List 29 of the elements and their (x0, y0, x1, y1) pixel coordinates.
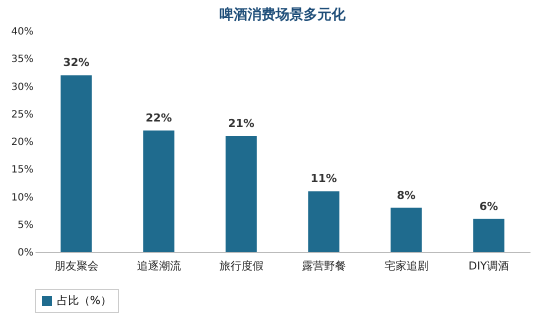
y-tick-label: 35% (11, 54, 34, 66)
x-tick-label: 追逐潮流 (136, 260, 181, 272)
bar (226, 136, 257, 252)
data-label: 32% (63, 56, 90, 70)
y-tick-label: 25% (11, 109, 34, 120)
x-tick-label: 旅行度假 (219, 260, 264, 272)
x-tick-label: DIY调酒 (468, 260, 509, 272)
y-tick-label: 40% (11, 26, 34, 38)
data-label: 6% (479, 200, 498, 213)
legend-label: 占比（%） (57, 294, 112, 307)
y-tick-label: 5% (18, 220, 34, 231)
chart-title: 啤酒消费场景多元化 (220, 6, 346, 23)
y-tick-label: 15% (11, 164, 34, 176)
bar (143, 130, 174, 252)
data-label: 22% (146, 111, 172, 124)
bar (308, 191, 340, 252)
y-tick-label: 20% (11, 137, 34, 148)
data-label: 21% (228, 116, 254, 130)
y-tick-label: 0% (18, 248, 34, 258)
x-tick-label: 露营野餐 (302, 260, 346, 272)
x-tick-label: 朋友聚会 (54, 260, 98, 272)
data-label: 8% (396, 188, 416, 202)
bar (60, 75, 92, 252)
x-tick-label: 宅家追剧 (384, 260, 428, 272)
data-label: 11% (310, 172, 337, 186)
bar (473, 218, 504, 252)
bar (390, 208, 422, 252)
y-tick-label: 30% (11, 82, 34, 93)
y-tick-label: 10% (11, 192, 34, 204)
